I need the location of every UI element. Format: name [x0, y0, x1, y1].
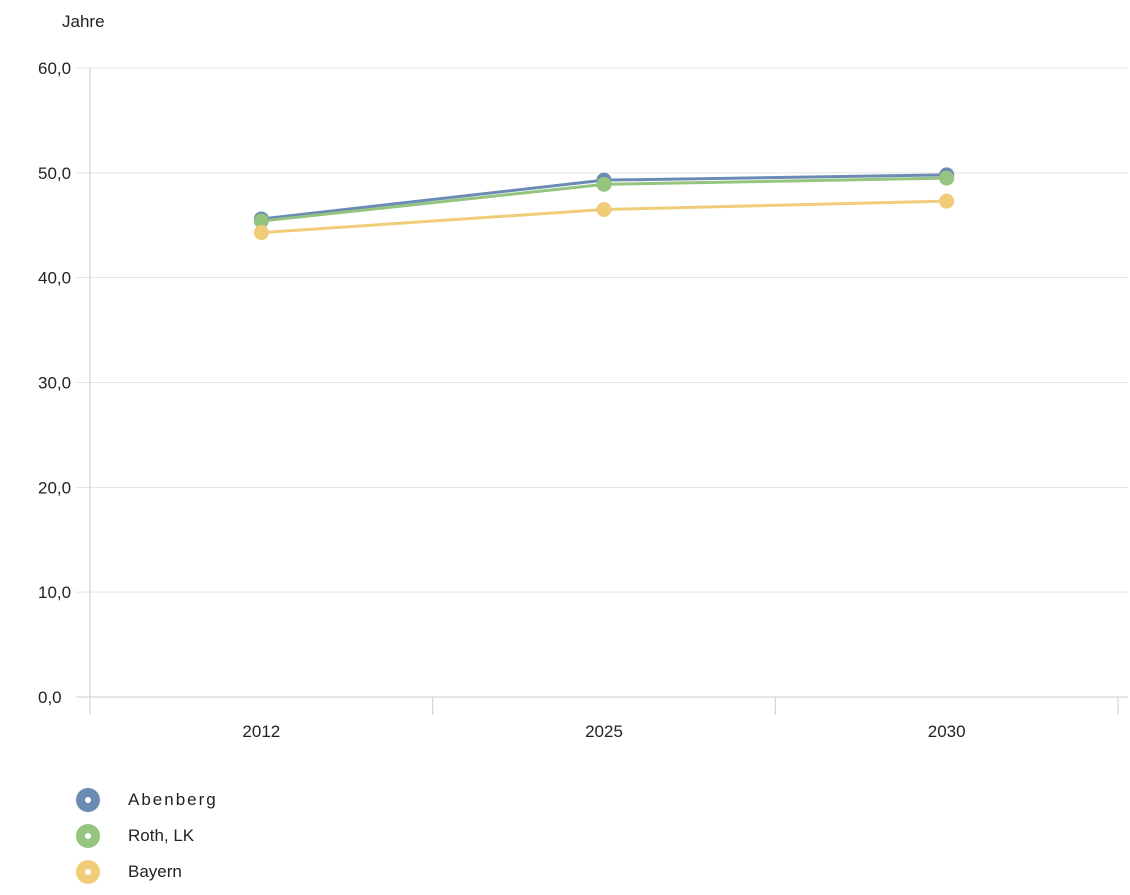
data-point: [596, 202, 612, 218]
x-tick-label: 2012: [242, 722, 280, 741]
data-point: [253, 213, 269, 229]
data-point: [939, 193, 955, 209]
legend-marker-icon: [76, 860, 100, 884]
data-point: [939, 170, 955, 186]
data-point: [253, 225, 269, 241]
y-tick-label: 0,0: [38, 688, 62, 707]
legend-label: Roth, LK: [128, 826, 195, 845]
legend-label: Bayern: [128, 862, 182, 881]
y-tick-label: 20,0: [38, 478, 71, 497]
y-tick-label: 40,0: [38, 269, 71, 288]
line-chart: 0,0 10,0 20,0 30,0 40,0 50,0 60,0 2012 2025 2030: [38, 59, 1128, 741]
y-tick-label: 30,0: [38, 374, 71, 393]
y-tick-label: 60,0: [38, 59, 71, 78]
legend-item-roth-lk[interactable]: Roth, LK: [76, 818, 218, 854]
legend: Abenberg Roth, LK Bayern: [76, 782, 218, 890]
y-tick-label: 50,0: [38, 164, 71, 183]
x-tick-label: 2025: [585, 722, 623, 741]
data-point: [596, 176, 612, 192]
legend-label: Abenberg: [128, 790, 218, 809]
y-tick-label: 10,0: [38, 583, 71, 602]
legend-item-abenberg[interactable]: Abenberg: [76, 782, 218, 818]
y-axis-unit-label: Jahre: [62, 12, 105, 31]
legend-item-bayern[interactable]: Bayern: [76, 854, 218, 890]
legend-marker-icon: [76, 824, 100, 848]
x-tick-label: 2030: [928, 722, 966, 741]
legend-marker-icon: [76, 788, 100, 812]
